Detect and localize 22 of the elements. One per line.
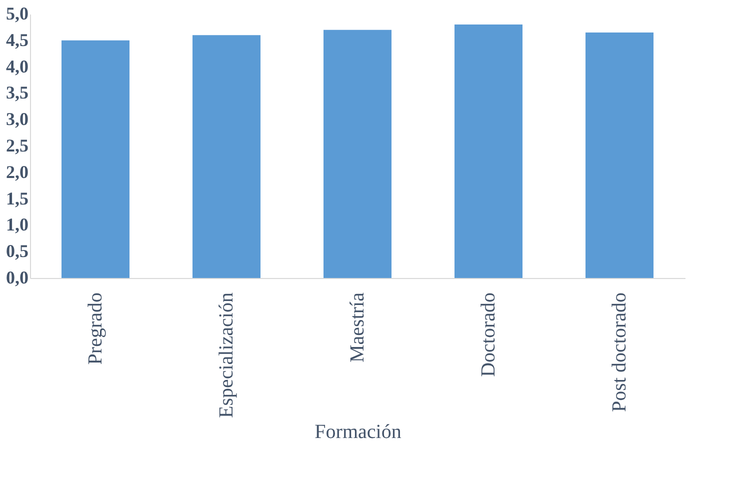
y-tick-label: 5,0 [6,4,28,24]
y-tick-label: 1,0 [6,214,28,235]
x-tick-label: Pregrado [84,292,106,365]
bar [192,35,260,278]
bar [324,30,392,278]
x-tick-label: Maestría [346,292,368,362]
y-tick-label: 3,5 [6,82,28,103]
x-tick-label: Post doctorado [608,292,630,412]
y-tick-label: 1,5 [6,188,28,208]
y-tick-label: 0,5 [6,241,28,262]
y-tick-label: 2,5 [6,136,28,156]
y-tick-label: 3,0 [6,109,28,130]
y-tick-label: 4,0 [6,56,28,76]
bar [586,32,654,278]
y-tick-label: 2,0 [6,162,28,182]
x-axis-title: Formación [314,420,402,443]
x-tick-label: Especialización [216,292,238,418]
y-tick-label: 0,0 [6,268,28,288]
bar [62,40,130,278]
y-tick-label: 4,5 [6,30,28,50]
bar [454,24,522,278]
x-tick-label: Doctorado [478,292,500,377]
